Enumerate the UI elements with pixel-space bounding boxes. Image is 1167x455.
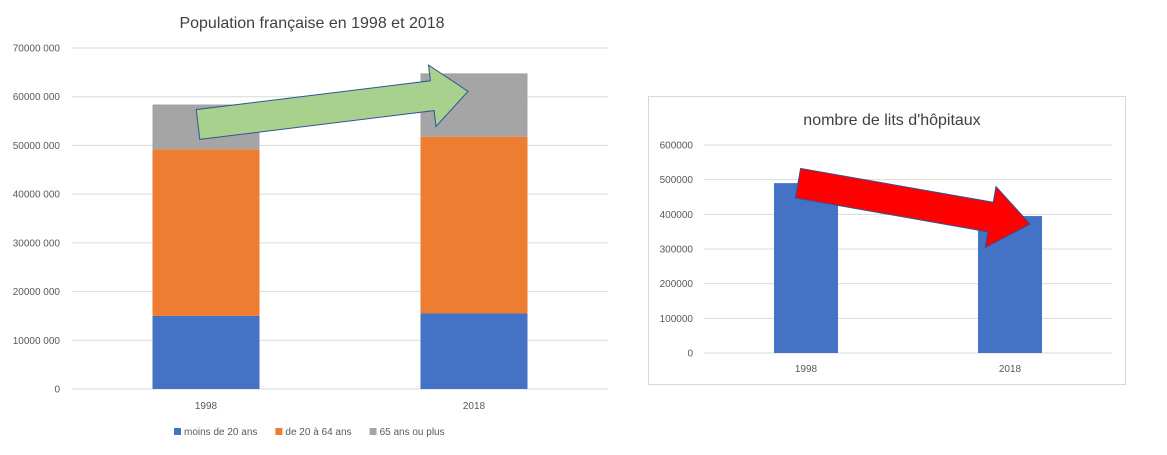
y-tick-label: 400000 — [660, 210, 694, 221]
legend-swatch — [174, 428, 181, 435]
hospital-beds-chart: nombre de lits d'hôpitaux 0 100000 200000 3… — [660, 112, 1112, 375]
y-tick-label: 0 — [687, 349, 693, 360]
bar-segment — [420, 313, 528, 389]
bar-segment — [420, 136, 528, 314]
legend-label: moins de 20 ans — [184, 427, 257, 438]
hospital-chart-frame — [648, 96, 1126, 385]
y-tick-label: 0 — [54, 385, 60, 396]
x-tick-label: 1998 — [795, 364, 818, 375]
y-tick-label: 10000 000 — [13, 336, 61, 347]
bar-segment — [152, 149, 260, 316]
trend-arrow-down — [794, 167, 1031, 249]
x-tick-label: 1998 — [195, 401, 218, 412]
population-chart: Population française en 1998 et 2018 0 10… — [13, 15, 608, 438]
y-tick-label: 70000 000 — [13, 44, 61, 55]
legend-swatch — [275, 428, 283, 435]
y-tick-label: 30000 000 — [13, 238, 61, 249]
legend-swatch — [369, 428, 377, 435]
y-tick-label: 300000 — [660, 245, 694, 256]
population-chart-title: Population française en 1998 et 2018 — [179, 15, 444, 32]
y-tick-label: 50000 000 — [13, 141, 61, 152]
legend-label: 65 ans ou plus — [380, 427, 445, 438]
x-tick-label: 2018 — [463, 401, 486, 412]
legend-label: de 20 à 64 ans — [285, 427, 351, 438]
y-tick-label: 500000 — [660, 175, 694, 186]
y-tick-label: 600000 — [660, 141, 694, 152]
x-tick-label: 2018 — [999, 364, 1022, 375]
y-tick-label: 20000 000 — [13, 287, 61, 298]
hospital-chart-title: nombre de lits d'hôpitaux — [803, 112, 980, 129]
bar — [774, 183, 838, 353]
bar-segment — [152, 315, 260, 389]
trend-arrow-up — [195, 63, 469, 140]
y-tick-label: 40000 000 — [13, 190, 61, 201]
y-tick-label: 200000 — [660, 279, 694, 290]
y-tick-label: 100000 — [660, 314, 694, 325]
y-tick-label: 60000 000 — [13, 92, 61, 103]
